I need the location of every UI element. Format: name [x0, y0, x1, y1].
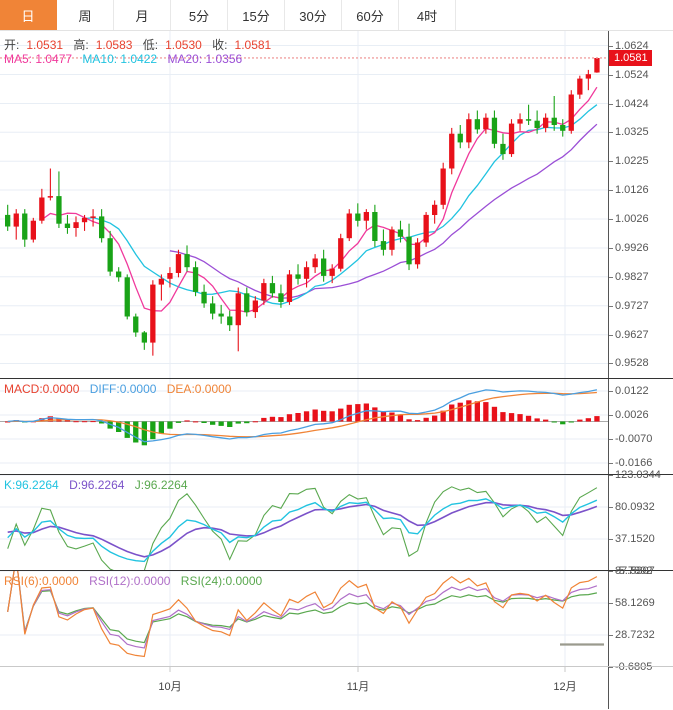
axis-tick-label: 1.0325 [615, 126, 649, 139]
axis-tick [609, 439, 613, 440]
macd-axis: 0.0122 0.0026 -0.0070 -0.0166 [608, 379, 673, 474]
tab-4hour-label: 4时 [416, 8, 438, 24]
axis-tick-label: 0.9627 [615, 328, 649, 341]
axis-tick [609, 219, 613, 220]
tab-month[interactable]: 月 [114, 0, 171, 30]
axis-tick-label: -5.7892 [615, 565, 653, 577]
axis-tick [609, 635, 613, 636]
toolbar-filler [456, 0, 673, 30]
tab-5min[interactable]: 5分 [171, 0, 228, 30]
price-panel[interactable]: 开: 1.0531 高: 1.0583 低: 1.0530 收: 1.0581 MA5:… [0, 31, 673, 378]
axis-tick-label: 58.1269 [615, 597, 655, 609]
axis-tick [609, 603, 613, 604]
kdj-axis: 123.0344 80.0932 37.1520 -5.7892 [608, 469, 673, 577]
tab-30min[interactable]: 30分 [285, 0, 342, 30]
axis-tick [609, 571, 613, 572]
tab-15min-label: 15分 [242, 8, 270, 24]
tab-week[interactable]: 周 [57, 0, 114, 30]
tab-day-label: 日 [21, 8, 35, 24]
rsi-svg [0, 571, 608, 667]
x-tick-nov: 11月 [346, 681, 370, 693]
axis-tick [609, 463, 613, 464]
kdj-plot[interactable] [0, 475, 608, 571]
axis-tick-label: 87.5307 [615, 565, 655, 577]
x-axis: 10月 11月 12月 [0, 666, 673, 709]
tab-day[interactable]: 日 [0, 0, 57, 30]
axis-tick [609, 667, 613, 668]
axis-tick-label: 1.0026 [615, 213, 649, 225]
axis-tick-label: 123.0344 [615, 469, 661, 481]
tab-month-label: 月 [135, 8, 149, 24]
x-axis-svg [169, 667, 566, 672]
x-tick-dec: 12月 [553, 681, 577, 693]
rsi-plot[interactable] [0, 571, 608, 667]
tab-week-label: 周 [78, 8, 92, 24]
tab-15min[interactable]: 15分 [228, 0, 285, 30]
axis-tick-label: 1.0424 [615, 97, 649, 110]
tab-4hour[interactable]: 4时 [399, 0, 456, 30]
axis-tick-label: 1.0225 [615, 155, 649, 168]
axis-tick [609, 415, 613, 416]
axis-tick-label: 1.0524 [615, 68, 649, 81]
axis-tick [609, 507, 613, 508]
axis-tick [609, 74, 613, 76]
x-tick-oct: 10月 [158, 681, 182, 693]
axis-tick-label: 0.9528 [615, 357, 649, 370]
axis-tick-label: 1.0126 [615, 183, 649, 196]
axis-tick-label: 80.0932 [615, 501, 655, 513]
current-price-badge: 1.0581 [609, 49, 652, 66]
x-axis-corner [608, 667, 673, 709]
axis-tick [609, 363, 613, 365]
axis-tick-label: 37.1520 [615, 533, 655, 545]
axis-tick [609, 305, 613, 307]
axis-tick-label: 0.0026 [615, 409, 649, 421]
price-plot[interactable] [0, 31, 608, 378]
axis-tick [609, 132, 613, 134]
axis-tick-label: 1.0624 [615, 39, 649, 52]
rsi-panel[interactable]: RSI(6):0.0000 RSI(12):0.0000 RSI(24):0.0… [0, 565, 673, 673]
axis-tick-label: -0.6805 [615, 661, 653, 673]
tab-60min-label: 60分 [356, 8, 384, 24]
kdj-panel[interactable]: K:96.2264 D:96.2264 J:96.2264 123.0344 80… [0, 469, 673, 577]
axis-tick [609, 248, 613, 250]
axis-tick [609, 276, 613, 278]
axis-tick [609, 45, 613, 47]
axis-tick-label: 0.9827 [615, 270, 649, 283]
kdj-svg [0, 475, 608, 571]
axis-tick-label: -0.0070 [615, 433, 653, 445]
timeframe-toolbar: 日 周 月 5分 15分 30分 60分 4时 [0, 0, 673, 31]
axis-tick [609, 334, 613, 336]
price-axis: 1.0624 1.0524 1.0424 1.0325 1.0225 1.0126 1.00… [608, 31, 673, 378]
axis-tick [609, 103, 613, 105]
macd-svg [0, 379, 608, 475]
price-svg [0, 31, 608, 378]
tab-5min-label: 5分 [188, 8, 210, 24]
axis-tick-label: 0.9727 [615, 299, 649, 312]
axis-tick [609, 161, 613, 163]
macd-panel[interactable]: MACD:0.0000 DIFF:0.0000 DEA:0.0000 0.012… [0, 378, 673, 475]
chart-area[interactable]: 开: 1.0531 高: 1.0583 低: 1.0530 收: 1.0581 MA5:… [0, 31, 673, 709]
tab-30min-label: 30分 [299, 8, 327, 24]
axis-tick [609, 189, 613, 191]
rsi-axis: 87.5307 58.1269 28.7232 -0.6805 [608, 565, 673, 673]
axis-tick-label: -0.0166 [615, 457, 653, 469]
axis-tick-label: 0.0122 [615, 385, 649, 397]
axis-tick [609, 539, 613, 540]
axis-tick-label: 0.9926 [615, 242, 649, 255]
axis-tick-label: 28.7232 [615, 629, 655, 641]
tab-60min[interactable]: 60分 [342, 0, 399, 30]
axis-tick [609, 391, 613, 392]
macd-plot[interactable] [0, 379, 608, 475]
axis-tick [609, 475, 613, 476]
